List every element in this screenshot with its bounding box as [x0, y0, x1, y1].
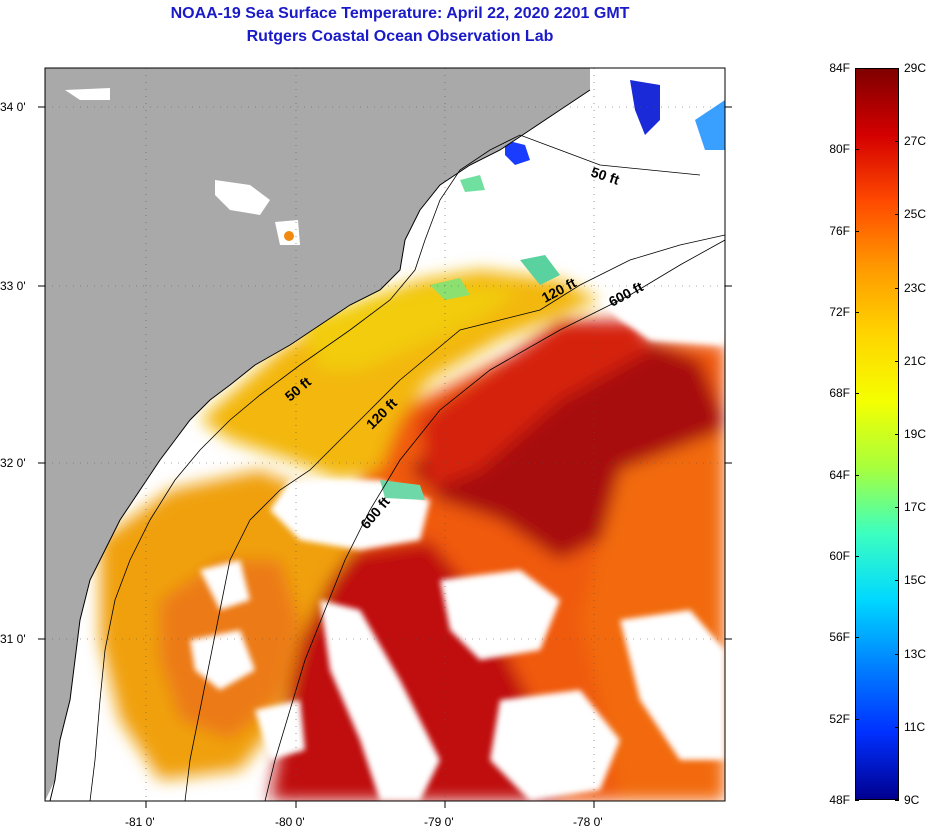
- colorbar-f-tick: [855, 68, 859, 69]
- colorbar-f-tick: [855, 230, 859, 232]
- green-patch-2: [430, 278, 470, 300]
- contour-120ft: [184, 234, 725, 801]
- colorbar-c-label: 15C: [904, 573, 927, 588]
- cloud-east-2: [490, 690, 620, 801]
- map-frame: [44, 67, 726, 802]
- colorbar-f-label: 48F: [829, 793, 850, 807]
- colorbar-c-label: 11C: [904, 719, 926, 734]
- sst-red-southern: [270, 540, 560, 801]
- colorbar-f-label: 68F: [829, 386, 850, 401]
- colorbar-c-label: 25C: [904, 207, 927, 222]
- colorbar-f-label: 52F: [829, 711, 850, 726]
- colorbar-f-label: 64F: [829, 467, 850, 482]
- contour-600ft: [264, 239, 725, 801]
- colorbar-f-tick: [855, 149, 859, 151]
- colorbar-c-tick: [895, 68, 899, 69]
- lat-label-34: 34 0': [0, 100, 26, 114]
- sst-red-band: [420, 320, 650, 490]
- colorbar-c-label: 23C: [904, 280, 927, 295]
- cloud-diagonal-band: [320, 600, 440, 801]
- colorbar-c-tick: [895, 507, 899, 509]
- map-title: NOAA-19 Sea Surface Temperature: April 2…: [170, 5, 630, 22]
- land-cloud-2: [65, 88, 110, 100]
- land-cloud-1: [215, 180, 270, 215]
- colorbar-f-label: 76F: [829, 223, 850, 238]
- colorbar-c-tick: [895, 360, 899, 362]
- colorbar-c-label: 13C: [904, 646, 927, 661]
- lat-label-33: 33 0': [0, 279, 26, 293]
- cold-water-patches: [380, 80, 725, 500]
- colorbar-f-label: 56F: [829, 630, 850, 645]
- colorbar-c-tick: [895, 580, 899, 582]
- colorbar-f-tick: [855, 312, 859, 313]
- lon-label-78: -78 0': [573, 815, 603, 829]
- cold-patch-cape-fear: [505, 140, 530, 165]
- land-mass: [45, 68, 590, 801]
- temperature-colorbar: [855, 68, 899, 800]
- cloud-west-3: [255, 700, 305, 760]
- colorbar-c-tick: [895, 653, 899, 655]
- colorbar-c-tick: [895, 141, 899, 143]
- cold-patch-nec: [695, 100, 725, 150]
- colorbar-f-label: 72F: [829, 305, 850, 319]
- cloud-east-3: [620, 610, 725, 760]
- sst-shelf-yellow: [200, 270, 600, 480]
- lon-label-80: -80 0': [275, 815, 305, 829]
- cloud-west-2: [190, 630, 255, 690]
- colorbar-c-label: 9C: [904, 793, 920, 807]
- lon-label-79: -79 0': [424, 815, 454, 829]
- cloud-large-north: [600, 300, 725, 345]
- lat-label-32: 32 0': [0, 456, 26, 470]
- colorbar-f-tick: [855, 637, 859, 639]
- land-hot-spot: [284, 231, 294, 241]
- colorbar-c-tick: [895, 287, 899, 289]
- colorbar-f-label: 84F: [829, 61, 850, 75]
- green-patch-1: [520, 255, 560, 285]
- colorbar-f-label: 60F: [829, 549, 850, 563]
- map-area[interactable]: [45, 68, 725, 801]
- colorbar-c-label: 29C: [904, 61, 927, 75]
- colorbar-f-tick: [855, 393, 859, 395]
- colorbar-c-tick: [895, 800, 899, 801]
- contour-50ft: [89, 134, 701, 801]
- colorbar-c-tick: [895, 214, 899, 216]
- cloud-patches: [190, 300, 725, 801]
- green-patch-4: [460, 175, 485, 192]
- colorbar-c-tick: [895, 726, 899, 728]
- colorbar-f-tick: [855, 718, 859, 720]
- colorbar-c-label: 17C: [904, 500, 927, 515]
- cloud-east-1: [440, 570, 560, 660]
- cold-patch-ne: [630, 80, 660, 135]
- lat-label-31: 31 0': [0, 632, 26, 646]
- lon-label-81: -81 0': [125, 815, 155, 829]
- colorbar-c-label: 27C: [904, 134, 927, 149]
- sst-shelf-yellow-bright: [300, 285, 520, 370]
- map-subtitle: Rutgers Coastal Ocean Observation Lab: [246, 28, 554, 45]
- coastline: [49, 89, 591, 801]
- colorbar-f-tick: [855, 474, 859, 476]
- colorbar-c-tick: [895, 434, 899, 435]
- colorbar-f-label: 80F: [829, 142, 850, 157]
- colorbar-f-tick: [855, 556, 859, 557]
- axis-ticks: [38, 106, 732, 808]
- colorbar-c-label: 21C: [904, 353, 927, 368]
- colorbar-c-label: 19C: [904, 427, 927, 441]
- colorbar-f-tick: [855, 800, 859, 801]
- green-patch-3: [380, 480, 425, 500]
